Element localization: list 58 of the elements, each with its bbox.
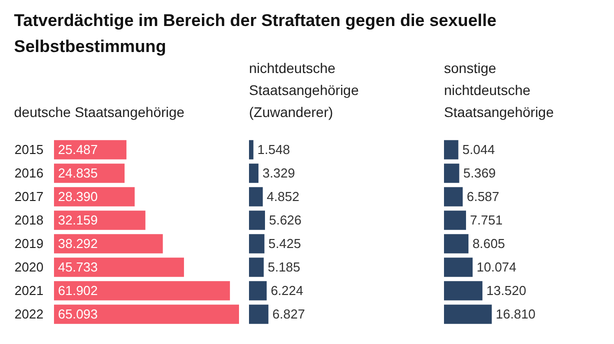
bar: [54, 210, 146, 230]
data-label: 45.733: [58, 259, 98, 274]
text: nichtdeutsche Staatsangehörige (Zuwanderer): [249, 60, 359, 120]
bar: [249, 210, 265, 230]
chart-subtitle: deutsche Staatsangehörige: [14, 104, 185, 120]
y-tick-label: 2021: [14, 282, 44, 298]
data-label: 28.390: [58, 188, 98, 204]
bar: [249, 304, 268, 324]
data-label: 13.520: [486, 282, 526, 298]
y-tick-label: 2020: [14, 259, 44, 274]
bar: [249, 234, 264, 254]
data-label: 8.605: [472, 236, 506, 251]
bar: [249, 140, 254, 160]
data-label: 5.626: [268, 212, 302, 228]
bar: [249, 258, 264, 277]
data-label: 32.159: [58, 212, 98, 228]
bar: [444, 304, 492, 324]
bar: [444, 164, 460, 183]
bar: [54, 140, 126, 160]
y-tick-label: 2017: [14, 188, 44, 204]
data-label: 61.902: [58, 282, 98, 298]
data-label: 4.852: [266, 188, 300, 204]
bar: [444, 258, 473, 277]
bar: [249, 281, 267, 300]
bar: [54, 234, 163, 254]
data-label: 65.093: [58, 306, 98, 322]
bar: [249, 164, 258, 183]
data-label: 6.224: [270, 282, 304, 298]
bar: [444, 234, 468, 254]
bar: [444, 140, 458, 160]
data-label: 5.425: [268, 236, 301, 251]
data-label: 3.329: [262, 165, 296, 180]
data-label: 5.044: [462, 142, 495, 157]
data-label: 6.827: [272, 306, 305, 322]
chart-title: Tatverdächtige im Bereich der Straftaten gegen die sexuelle Selbstbestimmung: [14, 11, 496, 56]
bar: [54, 304, 239, 324]
bar: [444, 187, 463, 206]
y-tick-label: 2015: [14, 142, 44, 157]
chart-subtitle: sonstige nichtdeutsche Staatsangehörige: [444, 60, 554, 120]
bar: [249, 187, 263, 206]
data-label: 25.487: [58, 142, 98, 157]
data-label: 16.810: [496, 306, 536, 322]
bar: [54, 281, 230, 300]
y-tick-label: 2018: [14, 212, 44, 228]
data-label: 6.587: [466, 188, 500, 204]
data-label: 7.751: [470, 212, 503, 228]
data-label: 5.369: [463, 165, 496, 180]
y-tick-label: 2022: [14, 306, 44, 322]
y-tick-label: 2016: [14, 165, 44, 180]
bar: [444, 210, 466, 230]
data-label: 1.548: [257, 142, 290, 157]
bar: [54, 258, 184, 277]
bar: [444, 281, 482, 300]
data-label: 24.835: [58, 165, 98, 180]
data-label: 5.185: [268, 259, 300, 274]
data-label: 10.074: [476, 259, 516, 274]
y-tick-label: 2019: [14, 236, 44, 251]
data-label: 38.292: [58, 236, 98, 251]
